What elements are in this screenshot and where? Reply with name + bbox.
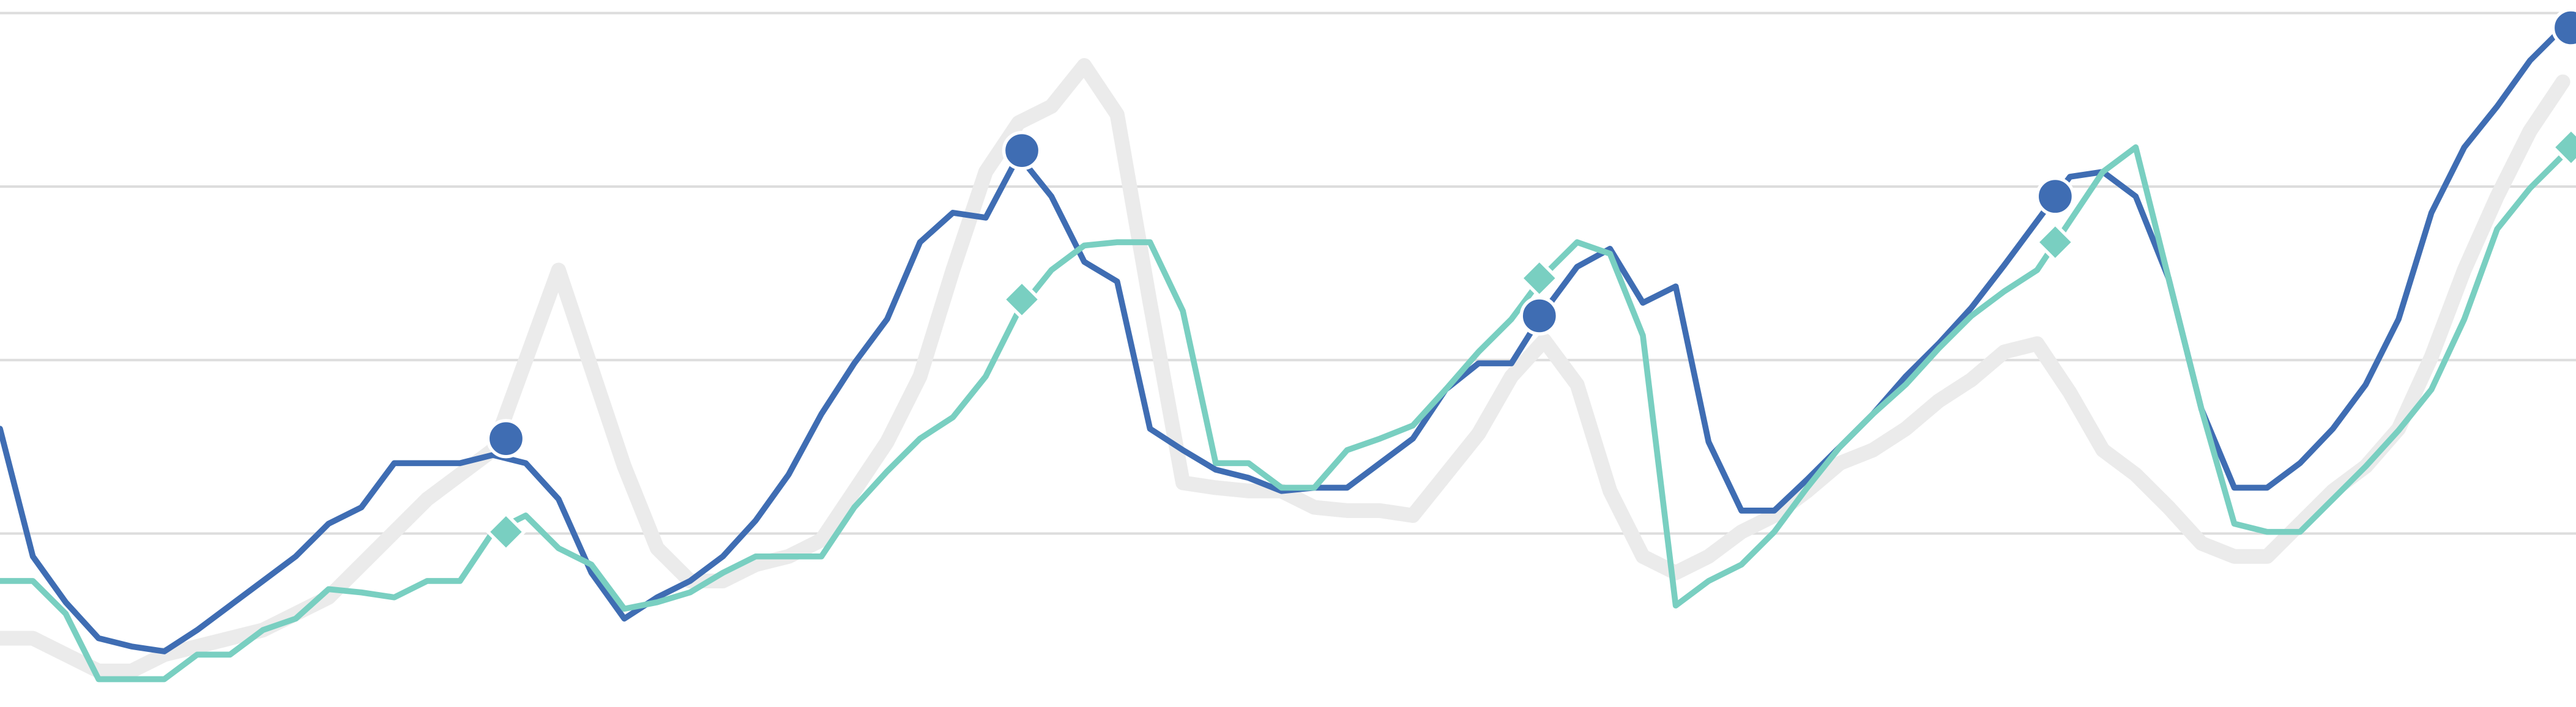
series-line	[0, 57, 2570, 679]
marker	[2035, 176, 2075, 217]
marker	[1002, 130, 1042, 171]
marker	[486, 418, 526, 459]
marker	[2551, 8, 2576, 48]
marker	[2034, 221, 2076, 263]
marker	[1001, 279, 1043, 320]
series-line	[0, 24, 2566, 654]
series-line	[0, 144, 2566, 683]
marker	[1519, 257, 1560, 299]
marker	[2550, 127, 2576, 168]
marker	[485, 511, 527, 552]
marker	[1519, 296, 1560, 336]
